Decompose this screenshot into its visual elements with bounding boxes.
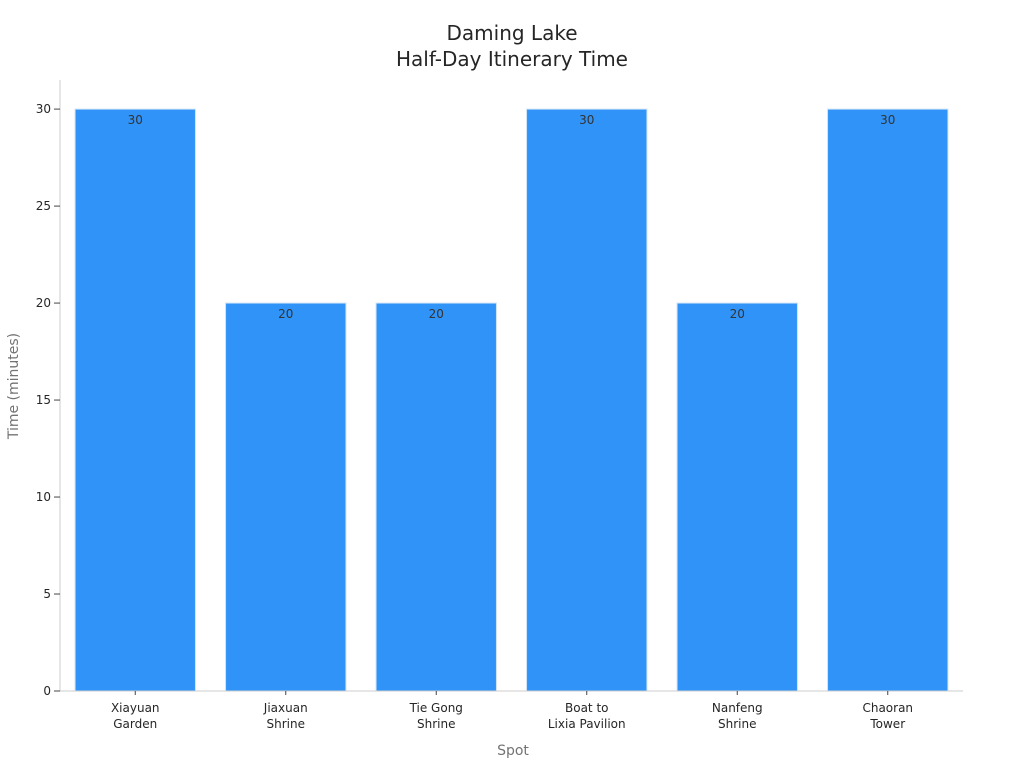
bar-value-label: 20 <box>278 307 293 321</box>
bar <box>676 302 798 692</box>
bar-value-label: 20 <box>730 307 745 321</box>
bar <box>225 302 347 692</box>
bar-value-label: 30 <box>128 113 143 127</box>
y-tick-label: 0 <box>43 684 51 698</box>
y-axis: 0 5 10 15 20 25 30 <box>36 80 61 698</box>
x-tick-label: Shrine <box>267 717 305 731</box>
y-tick-label: 5 <box>43 587 51 601</box>
y-tick-label: 25 <box>36 199 51 213</box>
x-tick-label: Chaoran <box>862 701 913 715</box>
bars <box>74 108 949 692</box>
y-axis-title: Time (minutes) <box>6 333 22 440</box>
bar-value-label: 30 <box>880 113 895 127</box>
bar <box>74 108 196 692</box>
x-tick-label: Jiaxuan <box>263 701 308 715</box>
x-tick-label: Shrine <box>718 717 756 731</box>
x-tick-label: Nanfeng <box>712 701 763 715</box>
x-tick-label: Lixia Pavilion <box>548 717 626 731</box>
x-tick-label: Xiayuan <box>111 701 160 715</box>
x-tick-label: Tie Gong <box>409 701 463 715</box>
chart-title-line-1: Daming Lake <box>447 21 578 45</box>
bar <box>526 108 648 692</box>
x-axis: Xiayuan Garden Jiaxuan Shrine Tie Gong Shrine… <box>60 690 963 731</box>
bar-value-label: 30 <box>579 113 594 127</box>
y-tick-label: 10 <box>36 490 51 504</box>
bar-value-label: 20 <box>429 307 444 321</box>
bar <box>827 108 949 692</box>
y-tick-label: 20 <box>36 296 51 310</box>
data-labels: 30 20 20 30 20 30 <box>128 113 896 321</box>
chart-title-line-2: Half-Day Itinerary Time <box>396 47 628 71</box>
y-tick-label: 30 <box>36 102 51 116</box>
x-tick-label: Shrine <box>417 717 455 731</box>
x-tick-label: Garden <box>113 717 157 731</box>
chart-title: Daming Lake Half-Day Itinerary Time <box>396 21 628 71</box>
x-tick-label: Boat to <box>565 701 609 715</box>
y-tick-label: 15 <box>36 393 51 407</box>
bar <box>375 302 497 692</box>
x-tick-label: Tower <box>869 717 905 731</box>
x-axis-title: Spot <box>497 743 529 759</box>
